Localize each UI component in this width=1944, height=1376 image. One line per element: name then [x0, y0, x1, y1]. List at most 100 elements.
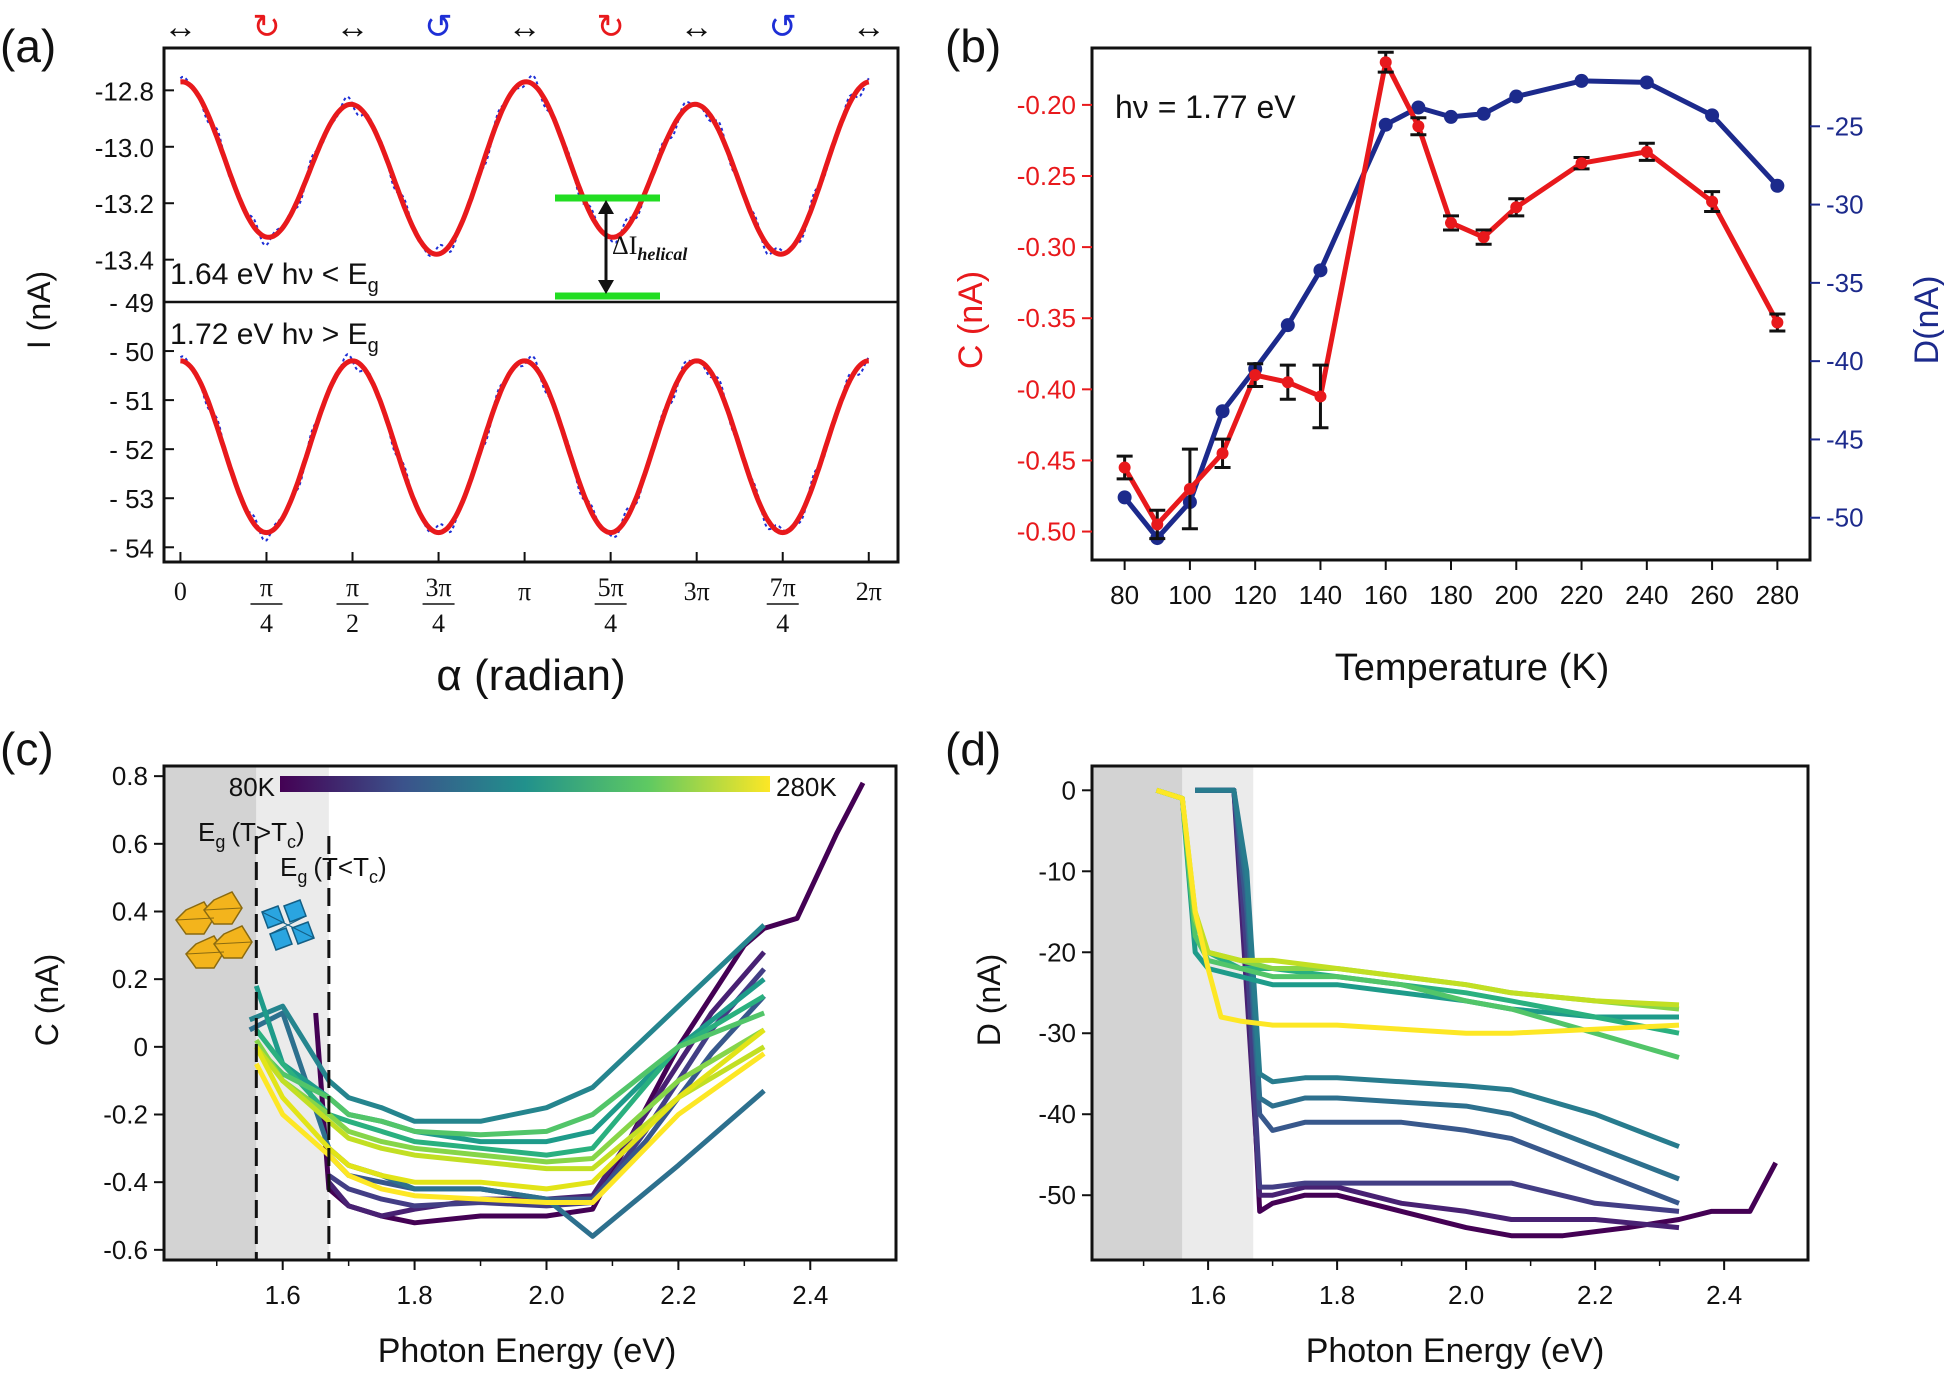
b-yr-tick-label-5: -50 — [1826, 503, 1864, 533]
b-x-tick-label-4: 160 — [1364, 580, 1407, 610]
b-yl-tick-label-4: -0.40 — [1017, 374, 1076, 404]
delta-helical-marker: ΔIhelical — [555, 194, 687, 300]
d-x-tick-label-4: 2.4 — [1706, 1280, 1742, 1310]
d-series-90K — [1195, 787, 1680, 1231]
x-tick-denominator-3: 4 — [432, 609, 445, 638]
b-x-tick-label-2: 120 — [1233, 580, 1276, 610]
panel-a-top-label: 1.64 eV hν < Eg — [170, 258, 379, 297]
panel-c-axes: 1.6 1.8 2.0 2.2 2.4 0.8 0.6 0.4 0.2 0 -0.2 -0.4 -0.6 — [103, 761, 898, 1310]
x-tick-denominator-2: 2 — [346, 609, 359, 638]
eg-high-label: Eg (T>Tc) — [198, 817, 305, 852]
panel-a-curves — [179, 74, 870, 542]
c-series-220K — [254, 1027, 766, 1165]
series-C-point-10 — [1477, 231, 1490, 244]
c-y-tick-label-1: 0.6 — [112, 829, 148, 859]
b-x-tick-label-9: 260 — [1690, 580, 1733, 610]
panel-b-ylabel-left: C (nA) — [952, 271, 990, 369]
colorbar-min-label: 80K — [229, 772, 276, 802]
c-y-tick-label-6: -0.4 — [103, 1167, 148, 1197]
b-yl-tick-label-5: -0.45 — [1017, 445, 1076, 475]
x-tick-label-0: 0 — [174, 577, 187, 606]
series-D-point-7 — [1378, 117, 1393, 132]
c-x-tick-label-3: 2.2 — [660, 1280, 696, 1310]
series-C-point-8 — [1412, 120, 1425, 133]
c-y-tick-label-2: 0.4 — [112, 896, 148, 926]
x-tick-label-4: π — [518, 577, 531, 606]
series-D-point-13 — [1639, 75, 1654, 90]
panel-a-xaxis: 0 π 4 π 2 3π 4 π 5π 4 3π 7π 4 2π — [174, 552, 882, 638]
panel-a-bottom-yaxis: - 49 - 50 - 51 - 52 - 53 - 54 — [109, 288, 174, 563]
colorbar-max-label: 280K — [776, 772, 837, 802]
series-D-line — [1122, 78, 1780, 542]
panel-b-series — [1116, 50, 1786, 546]
b-yr-tick-label-2: -35 — [1826, 268, 1864, 298]
b-yl-tick-label-3: -0.35 — [1017, 303, 1076, 333]
series-D-point-0 — [1117, 490, 1132, 505]
x-tick-numerator-7: 7π — [770, 573, 796, 602]
crystal-high-temp-illustration — [175, 891, 253, 969]
d-y-tick-label-2: -20 — [1038, 937, 1076, 967]
panel-b-xlabel: Temperature (K) — [1335, 647, 1610, 689]
c-shade-dark — [164, 766, 257, 1260]
b-yl-tick-label-0: -0.20 — [1017, 90, 1076, 120]
d-series-280K — [1155, 787, 1680, 1036]
y-tick-label-bottom-0: - 49 — [109, 288, 154, 318]
y-tick-label-bottom-3: - 52 — [109, 435, 154, 465]
series-D-point-11 — [1509, 89, 1524, 104]
series-C-point-7 — [1379, 56, 1392, 69]
series-C-point-5 — [1281, 376, 1294, 389]
panel-d-xlabel: Photon Energy (eV) — [1306, 1332, 1605, 1370]
fit-curve-top — [180, 79, 870, 257]
d-x-tick-label-3: 2.2 — [1577, 1280, 1613, 1310]
polarization-symbol-5: ↻ — [596, 8, 625, 46]
panel-b-letter: (b) — [945, 20, 1001, 72]
c-series-200K — [254, 1010, 766, 1138]
c-y-tick-label-4: 0 — [134, 1032, 148, 1062]
polarization-symbol-6: ↔ — [680, 8, 714, 46]
c-series-180K — [254, 993, 766, 1158]
panel-c-shading — [164, 766, 329, 1260]
series-C-line — [1122, 54, 1780, 529]
panel-a-letter: (a) — [0, 20, 56, 72]
panel-b-axes: 80 100 120 140 160 180 200 220 240 260 280 -0.20 -0.… — [1017, 90, 1864, 610]
series-C-point-14 — [1706, 195, 1719, 208]
b-yl-tick-label-2: -0.30 — [1017, 232, 1076, 262]
colorbar-gradient — [280, 776, 770, 792]
polarization-symbol-7: ↺ — [768, 8, 797, 46]
polarization-symbol-2: ↔ — [336, 8, 370, 46]
series-D-point-9 — [1444, 109, 1458, 124]
b-x-tick-label-5: 180 — [1429, 580, 1472, 610]
panel-b-ylabel-right: D(nA) — [1908, 276, 1944, 365]
b-x-tick-label-8: 240 — [1625, 580, 1668, 610]
series-D-point-8 — [1411, 100, 1426, 115]
c-series-140K — [248, 923, 766, 1124]
panel-d-letter: (d) — [945, 723, 1001, 775]
series-D-point-15 — [1770, 178, 1785, 193]
series-D-point-3 — [1215, 404, 1230, 419]
panel-c: (c) 1.6 1.8 2.0 2.2 2.4 0.8 0.6 0.4 0.2 0 -0.2 -0.4… — [0, 723, 898, 1370]
d-series-80K — [1195, 787, 1778, 1239]
b-x-tick-label-0: 80 — [1110, 580, 1139, 610]
panel-d-ylabel: D (nA) — [971, 954, 1007, 1046]
c-y-tick-label-7: -0.6 — [103, 1235, 148, 1265]
c-y-tick-label-5: -0.2 — [103, 1100, 148, 1130]
d-y-tick-label-1: -10 — [1038, 856, 1076, 886]
series-D-point-6 — [1313, 263, 1328, 278]
d-y-tick-label-3: -30 — [1038, 1018, 1076, 1048]
c-series-240K — [254, 1044, 766, 1172]
polarization-symbol-4: ↔ — [508, 8, 542, 46]
y-tick-label-top-0: -12.8 — [95, 76, 154, 106]
panel-a-frame — [162, 46, 900, 564]
b-yr-tick-label-4: -45 — [1826, 424, 1864, 454]
y-tick-label-bottom-5: - 54 — [109, 533, 154, 563]
x-tick-label-6: 3π — [684, 577, 710, 606]
panel-a-ylabel: I (nA) — [21, 271, 57, 349]
y-tick-label-bottom-4: - 53 — [109, 484, 154, 514]
colorbar: 80K 280K — [229, 772, 838, 802]
eg-low-label: Eg (T<Tc) — [280, 852, 387, 887]
c-x-tick-label-2: 2.0 — [528, 1280, 564, 1310]
panel-d-axes: 1.6 1.8 2.0 2.2 2.4 0 -10 -20 -30 -40 -50 — [1038, 764, 1810, 1310]
d-frame — [1090, 764, 1810, 1262]
b-x-tick-label-1: 100 — [1168, 580, 1211, 610]
